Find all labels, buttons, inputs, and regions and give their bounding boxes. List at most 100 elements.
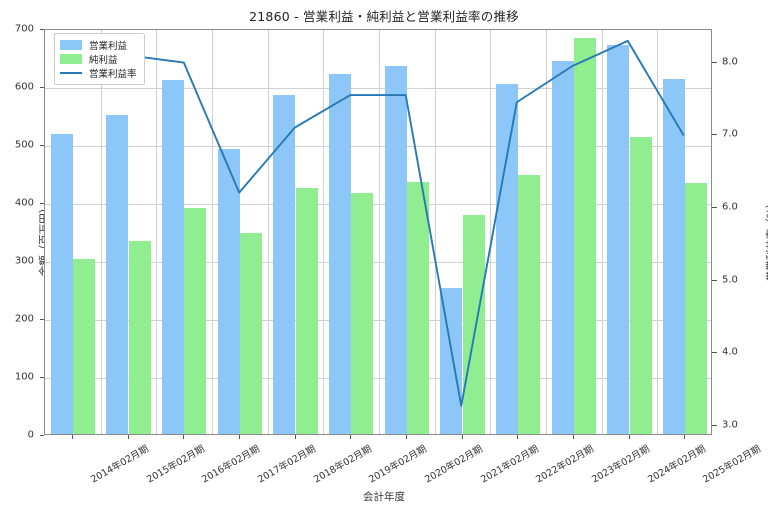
x-axis-tick-label: 2024年02月期: [645, 443, 708, 486]
gridlines: [45, 30, 711, 434]
bar-net-income: [406, 181, 430, 434]
y-axis-left-tick-label: 200: [14, 313, 34, 325]
chart-legend: 営業利益純利益 営業利益率: [54, 33, 145, 85]
legend-item[interactable]: 純利益: [60, 52, 137, 66]
x-axis-tick-label: 2023年02月期: [589, 443, 652, 486]
x-axis-title: 会計年度: [363, 491, 405, 503]
y-axis-left-tick-label: 0: [27, 429, 34, 441]
x-axis-tick-label: 2017年02月期: [255, 443, 318, 486]
x-axis-tick-mark: [294, 435, 296, 439]
x-axis-tick-mark: [238, 435, 240, 439]
y-axis-right-tick-label: 5.0: [722, 274, 738, 286]
bar-net-income: [518, 175, 541, 434]
bar-operating-income: [662, 79, 686, 434]
bar-operating-income: [384, 66, 407, 434]
bar-net-income: [128, 240, 151, 434]
x-axis-tick-mark: [461, 435, 463, 439]
x-axis-tick-mark: [517, 435, 519, 439]
y-axis-left-tick-mark: [40, 319, 44, 320]
bar-operating-income: [328, 73, 352, 434]
y-axis-right-tick-mark: [712, 424, 717, 426]
bar-net-income: [239, 232, 263, 434]
x-axis-tick-label: 2020年02月期: [422, 443, 485, 486]
y-axis-left-tick-label: 500: [14, 139, 34, 151]
y-axis-right-tick-mark: [712, 134, 717, 136]
legend-item[interactable]: 営業利益率: [60, 66, 137, 80]
gridline-vertical: [601, 30, 603, 434]
gridline-horizontal: [45, 88, 711, 89]
y-axis-left-tick-mark: [40, 261, 44, 262]
bar-net-income: [295, 188, 318, 434]
x-axis-tick-mark: [405, 435, 407, 439]
y-axis-left-tick-label: 100: [14, 371, 34, 383]
y-axis-left-tick-mark: [40, 377, 44, 378]
gridline-horizontal: [45, 146, 711, 147]
bar-operating-income: [50, 134, 73, 434]
plot-area: [44, 29, 712, 435]
legend-label: 純利益: [89, 55, 118, 66]
gridline-vertical: [100, 30, 102, 434]
y-axis-right-tick-label: 8.0: [722, 56, 738, 68]
gridline-horizontal: [45, 378, 711, 379]
x-axis-tick-label: 2022年02月期: [534, 443, 596, 486]
bar-series-layer: [45, 30, 711, 434]
legend-label: 営業利益: [89, 41, 128, 52]
x-axis-tick-label: 2025年02月期: [701, 443, 763, 486]
y-axis-left-tick-mark: [40, 145, 44, 146]
bar-operating-income: [106, 115, 129, 434]
x-axis-tick-label: 2014年02月期: [88, 443, 151, 486]
y-axis-left-tick-mark: [40, 203, 44, 204]
gridline-horizontal: [45, 262, 711, 263]
x-axis-tick-mark: [572, 435, 574, 439]
gridline-vertical: [657, 30, 659, 434]
x-axis-tick-label: 2021年02月期: [478, 443, 541, 486]
x-axis-tick-mark: [684, 435, 686, 439]
x-axis-tick-mark: [71, 435, 73, 439]
y-axis-right-tick-mark: [712, 352, 717, 354]
bar-net-income: [72, 258, 96, 434]
y-axis-right-tick-mark: [712, 61, 717, 63]
gridline-vertical: [212, 30, 213, 434]
y-axis-left-tick-label: 600: [14, 81, 34, 93]
gridline-vertical: [323, 30, 325, 434]
y-axis-right-title: 営業利益率（%）: [765, 197, 768, 282]
gridline-vertical: [267, 30, 269, 434]
y-axis-right-tick-label: 6.0: [722, 201, 738, 213]
x-axis-tick-label: 2015年02月期: [144, 443, 207, 486]
gridline-vertical: [434, 30, 436, 434]
y-axis-right-tick-label: 7.0: [722, 128, 738, 140]
y-axis-left-tick-mark: [40, 435, 44, 436]
legend-swatch-op-icon: [60, 40, 82, 50]
y-axis-left-tick-mark: [40, 29, 44, 30]
bar-net-income: [573, 38, 597, 434]
gridline-horizontal: [45, 204, 711, 205]
x-axis-tick-mark: [127, 435, 129, 439]
x-axis-tick-mark: [628, 435, 630, 439]
line-series-layer: [45, 30, 711, 434]
y-axis-right-tick-mark: [712, 206, 717, 208]
y-axis-left-tick-label: 400: [14, 197, 34, 209]
bar-operating-income: [273, 94, 296, 434]
gridline-vertical: [546, 30, 547, 434]
x-axis-tick-mark: [350, 435, 352, 439]
y-axis-right-tick-label: 3.0: [722, 419, 738, 431]
legend-item[interactable]: 営業利益: [60, 38, 137, 52]
gridline-vertical: [379, 30, 380, 434]
bar-net-income: [184, 207, 207, 434]
gridline-horizontal: [45, 320, 711, 321]
bar-operating-income: [551, 61, 574, 434]
gridline-vertical: [490, 30, 492, 434]
gridline-vertical: [156, 30, 158, 434]
bar-net-income: [462, 214, 485, 434]
y-axis-left-tick-mark: [40, 87, 44, 88]
bar-net-income: [629, 137, 652, 434]
bar-operating-income: [217, 148, 240, 434]
x-axis-tick-label: 2018年02月期: [311, 443, 374, 486]
y-axis-left-tick-label: 300: [14, 255, 34, 267]
y-axis-right-tick-label: 4.0: [722, 346, 738, 358]
bar-operating-income: [495, 84, 519, 434]
bar-net-income: [685, 183, 708, 434]
legend-swatch-net-icon: [60, 54, 82, 64]
chart-title: 21860 - 営業利益・純利益と営業利益率の推移: [249, 9, 519, 24]
